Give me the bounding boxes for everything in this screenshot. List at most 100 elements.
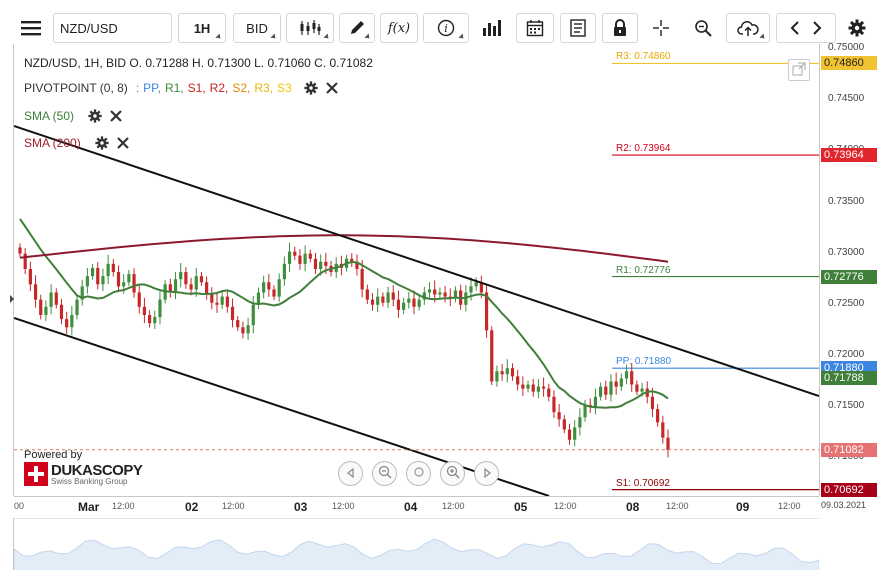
- candle-body: [516, 376, 520, 385]
- candle-body: [417, 299, 421, 307]
- pivot-level-label: R2: 0.73964: [616, 143, 671, 155]
- candle-body: [59, 304, 64, 320]
- price-tick-label: 0.73500: [828, 195, 865, 207]
- candle-body: [184, 272, 188, 285]
- zoom-icon: [694, 19, 712, 37]
- candle-body: [614, 381, 618, 387]
- pivot-separator: :: [135, 81, 140, 95]
- candle-body: [65, 319, 69, 328]
- chart-type-button[interactable]: [286, 13, 334, 43]
- candle-body: [293, 251, 297, 256]
- candle-body: [599, 386, 603, 397]
- candle-body: [215, 302, 219, 305]
- report-button[interactable]: [560, 13, 596, 43]
- pivot-item: R3,: [254, 81, 274, 95]
- pivot-level-tag: 0.72776: [821, 269, 877, 284]
- candle-body: [49, 292, 53, 307]
- crosshair-icon: [652, 19, 670, 37]
- symbol-selector[interactable]: NZD/USD: [53, 13, 172, 43]
- info-button[interactable]: i: [423, 13, 469, 43]
- gear-icon[interactable]: [88, 109, 102, 123]
- candle-body: [490, 330, 494, 382]
- navigation-group: [776, 13, 836, 43]
- price-tick-label: 0.73000: [828, 246, 865, 258]
- upload-button[interactable]: [726, 13, 770, 43]
- price-tick-label: 0.75000: [828, 42, 865, 54]
- candle-body: [365, 289, 369, 300]
- toolbar: NZD/USD 1H BID f(x) i: [0, 0, 882, 44]
- arrow-right-icon: [482, 467, 492, 481]
- scroll-left-button[interactable]: [338, 461, 363, 486]
- candle-body: [75, 299, 79, 315]
- pivot-level-label: R1: 0.72776: [616, 264, 671, 276]
- pivot-item: R2,: [209, 81, 229, 95]
- scroll-right-button[interactable]: [474, 461, 499, 486]
- close-icon[interactable]: [325, 82, 338, 94]
- candle-body: [142, 306, 147, 315]
- expand-button[interactable]: [788, 59, 810, 81]
- price-axis[interactable]: 0.750000.745000.740000.735000.730000.725…: [819, 42, 882, 497]
- candle-body: [173, 279, 178, 293]
- candle-body: [324, 261, 328, 266]
- candle-body: [168, 284, 172, 293]
- timeframe-selector[interactable]: 1H: [178, 13, 226, 43]
- navigator-area-chart: [13, 538, 820, 570]
- candle-body: [391, 292, 395, 300]
- side-selector[interactable]: BID: [233, 13, 281, 43]
- candle-body: [153, 317, 157, 324]
- side-label: BID: [246, 20, 268, 36]
- symbol-label: NZD/USD: [60, 20, 118, 36]
- calendar-button[interactable]: [516, 13, 554, 43]
- gear-icon[interactable]: [304, 81, 318, 95]
- settings-button[interactable]: [842, 13, 872, 43]
- price-chart[interactable]: [14, 44, 819, 496]
- candle-body: [28, 268, 32, 285]
- crosshair-button[interactable]: [643, 13, 679, 43]
- expand-icon: [792, 62, 806, 79]
- candle-body: [479, 282, 483, 293]
- navigator-overview[interactable]: [13, 518, 820, 570]
- dukascopy-logo[interactable]: DUKASCOPY Swiss Banking Group: [24, 462, 143, 486]
- menu-button[interactable]: [13, 13, 49, 43]
- zoom-button[interactable]: [685, 13, 721, 43]
- candle-body: [661, 422, 665, 438]
- draw-button[interactable]: [339, 13, 375, 43]
- candle-body: [360, 268, 364, 290]
- arrow-left-icon: [346, 467, 356, 481]
- candle-body: [541, 386, 546, 389]
- candlestick-icon: [299, 19, 321, 37]
- close-icon[interactable]: [110, 110, 122, 122]
- day-tick-label: 09: [736, 500, 750, 514]
- candle-body: [505, 368, 509, 375]
- close-icon[interactable]: [116, 137, 129, 149]
- candle-body: [90, 267, 95, 277]
- candle-body: [552, 396, 556, 413]
- candle-body: [443, 292, 447, 297]
- candle-body: [220, 296, 224, 305]
- zoom-out-button[interactable]: [372, 461, 397, 486]
- candle-body: [158, 299, 162, 318]
- candle-body: [355, 261, 359, 269]
- candle-body: [484, 292, 489, 331]
- time-tick-label: 00: [14, 501, 25, 511]
- gear-icon[interactable]: [95, 136, 109, 150]
- function-button[interactable]: f(x): [380, 13, 418, 43]
- pivot-level-tag: 0.73964: [821, 148, 877, 163]
- candle-body: [179, 272, 183, 280]
- price-tick-label: 0.74500: [828, 93, 865, 105]
- candle-body: [246, 325, 250, 334]
- last-price-tag: 0.71082: [821, 442, 877, 457]
- candle-body: [267, 282, 271, 290]
- menu-icon: [21, 20, 41, 36]
- next-icon[interactable]: [812, 20, 822, 36]
- zoom-in-button[interactable]: [440, 461, 465, 486]
- volume-button[interactable]: [474, 13, 510, 43]
- lock-button[interactable]: [602, 13, 638, 43]
- reset-zoom-button[interactable]: [406, 461, 431, 486]
- day-tick-label: 05: [514, 500, 528, 514]
- time-axis[interactable]: 00 Mar 12:00 02 12:00 03 12:00 04 12:00 05 12:00 08…: [14, 496, 819, 518]
- trendline-upper: [14, 125, 819, 397]
- candle-body: [148, 314, 152, 324]
- prev-icon[interactable]: [790, 20, 800, 36]
- candle-body: [521, 384, 525, 389]
